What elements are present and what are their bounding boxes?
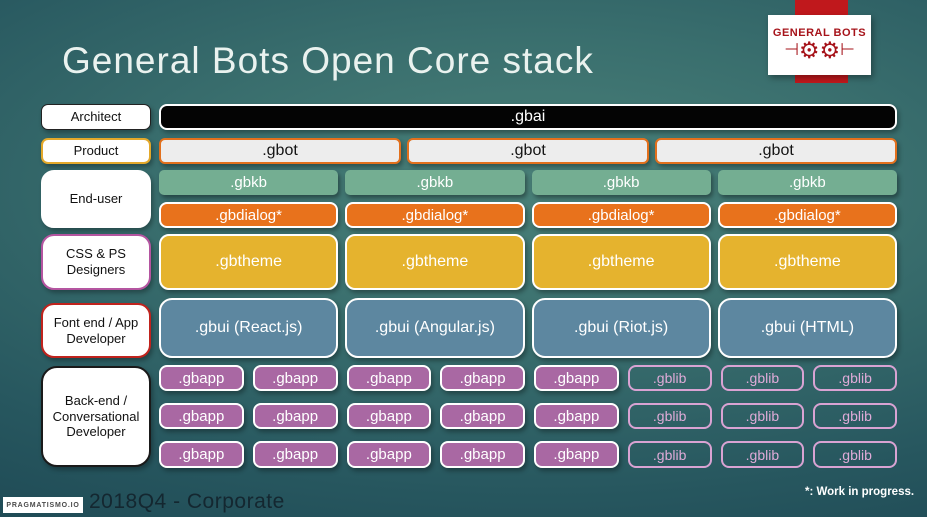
row-gbai: .gbai xyxy=(159,104,897,130)
label-end-user: End-user xyxy=(41,170,151,228)
block-gbtheme: .gbtheme xyxy=(531,234,711,290)
block-gbapp: .gbapp xyxy=(252,365,338,391)
block-gbapp: .gbapp xyxy=(159,403,244,429)
block-gbapp: .gbapp xyxy=(534,403,619,429)
block-gbapp: .gbapp xyxy=(346,441,432,468)
block-gbkb: .gbkb xyxy=(717,170,897,195)
row-gbkb: .gbkb .gbkb .gbkb .gbkb xyxy=(159,170,897,195)
gear-glyph-2: ⚙ xyxy=(819,38,841,64)
block-gbtheme: .gbtheme xyxy=(345,234,525,290)
row-backend-3: .gbapp .gbapp .gbapp .gbapp .gbapp .gbli… xyxy=(159,441,897,468)
block-gbapp: .gbapp xyxy=(440,403,525,429)
row-gbot: .gbot .gbot .gbot xyxy=(159,138,897,164)
tack-right-glyph: ⊢ xyxy=(840,40,855,60)
block-gblib: .gblib xyxy=(720,441,805,468)
block-gbkb: .gbkb xyxy=(531,170,711,195)
label-architect: Architect xyxy=(41,104,151,130)
block-gblib: .gblib xyxy=(627,441,712,468)
gears-icon: ⊣⚙⚙⊢ xyxy=(784,39,855,63)
work-in-progress-note: *: Work in progress. xyxy=(805,486,915,498)
row-backend-2: .gbapp .gbapp .gbapp .gbapp .gbapp .gbli… xyxy=(159,403,897,429)
block-gbui-angular: .gbui (Angular.js) xyxy=(345,298,525,358)
label-backend-conversational-developer: Back-end / Conversational Developer xyxy=(41,366,151,467)
block-gbui-html: .gbui (HTML) xyxy=(717,298,897,358)
block-gbapp: .gbapp xyxy=(440,365,525,391)
block-gblib: .gblib xyxy=(813,365,897,391)
block-gblib: .gblib xyxy=(720,403,805,429)
block-gbui-riot: .gbui (Riot.js) xyxy=(531,298,711,358)
footer-caption: 2018Q4 - Corporate xyxy=(89,490,285,513)
label-frontend-app-developer: Font end / App Developer xyxy=(41,303,151,358)
block-gbapp: .gbapp xyxy=(252,403,338,429)
block-gblib: .gblib xyxy=(627,403,712,429)
page-title: General Bots Open Core stack xyxy=(62,40,594,81)
label-product: Product xyxy=(41,138,151,164)
logo-wordmark: GENERAL BOTS xyxy=(772,27,867,39)
block-gbapp: .gbapp xyxy=(534,441,619,468)
block-gbdialog: .gbdialog* xyxy=(159,202,339,228)
block-gbot: .gbot xyxy=(655,138,897,164)
block-gbapp: .gbapp xyxy=(346,365,432,391)
block-gbtheme: .gbtheme xyxy=(159,234,339,290)
row-gbui: .gbui (React.js) .gbui (Angular.js) .gbu… xyxy=(159,298,897,358)
block-gblib: .gblib xyxy=(720,365,805,391)
block-gbapp: .gbapp xyxy=(159,441,244,468)
general-bots-logo: GENERAL BOTS ⊣⚙⚙⊢ xyxy=(768,15,871,75)
tack-left-glyph: ⊣ xyxy=(784,40,799,60)
block-gbapp: .gbapp xyxy=(440,441,525,468)
block-gbdialog: .gbdialog* xyxy=(531,202,711,228)
block-gbot: .gbot xyxy=(407,138,649,164)
block-gbkb: .gbkb xyxy=(345,170,525,195)
block-gbui-react: .gbui (React.js) xyxy=(159,298,339,358)
block-gbot: .gbot xyxy=(159,138,401,164)
block-gblib: .gblib xyxy=(813,403,897,429)
gear-glyph-1: ⚙ xyxy=(798,38,820,64)
block-gbtheme: .gbtheme xyxy=(717,234,897,290)
block-gblib: .gblib xyxy=(627,365,712,391)
label-css-ps-designers: CSS & PS Designers xyxy=(41,234,151,290)
block-gbai: .gbai xyxy=(159,104,897,130)
block-gbapp: .gbapp xyxy=(346,403,432,429)
row-gbdialog: .gbdialog* .gbdialog* .gbdialog* .gbdial… xyxy=(159,202,897,228)
pragmatismo-wordmark: PRAGMATISMO.IO xyxy=(6,501,80,509)
block-gbapp: .gbapp xyxy=(252,441,338,468)
pragmatismo-logo: PRAGMATISMO.IO xyxy=(3,497,83,513)
block-gblib: .gblib xyxy=(813,441,897,468)
block-gbdialog: .gbdialog* xyxy=(345,202,525,228)
row-gbtheme: .gbtheme .gbtheme .gbtheme .gbtheme xyxy=(159,234,897,290)
block-gbapp: .gbapp xyxy=(159,365,244,391)
row-backend-1: .gbapp .gbapp .gbapp .gbapp .gbapp .gbli… xyxy=(159,365,897,391)
block-gbdialog: .gbdialog* xyxy=(717,202,897,228)
block-gbapp: .gbapp xyxy=(534,365,619,391)
block-gbkb: .gbkb xyxy=(159,170,339,195)
